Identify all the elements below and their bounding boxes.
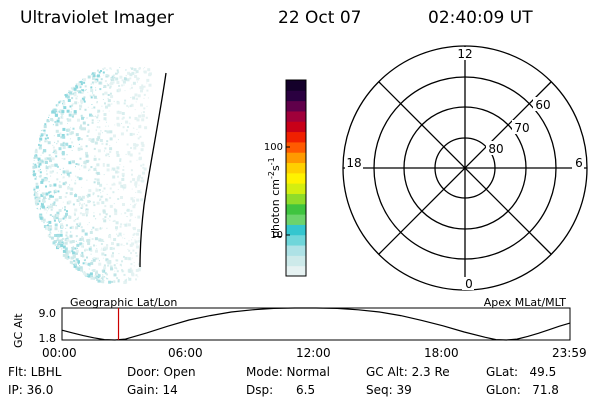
auroral-image xyxy=(32,67,167,284)
colorbar: photon cm-2s-1 100 10 xyxy=(264,79,307,277)
xtick-1200: 12:00 xyxy=(296,346,331,360)
colorbar-block xyxy=(286,203,306,215)
mlt-label-18: 18 xyxy=(346,156,361,170)
colorbar-block xyxy=(286,152,306,164)
seq-label: Seq: 39 xyxy=(366,383,412,397)
terminator-line xyxy=(139,72,167,268)
door-label: Door: Open xyxy=(127,365,196,379)
chart-title-left: Geographic Lat/Lon xyxy=(70,296,177,309)
colorbar-block xyxy=(286,265,306,277)
mlt-label-12: 12 xyxy=(457,47,472,61)
emission-speckle xyxy=(32,67,152,284)
ip-label: IP: 36.0 xyxy=(8,383,54,397)
gc-alt-label: GC Alt: 2.3 Re xyxy=(366,365,450,379)
xtick-0000: 00:00 xyxy=(42,346,77,360)
polar-grid: 12 18 6 0 60 70 80 xyxy=(342,45,588,291)
xtick-0600: 06:00 xyxy=(168,346,203,360)
colorbar-block xyxy=(286,162,306,174)
ytick-9: 9.0 xyxy=(39,307,57,320)
glon-label: GLon: 71.8 xyxy=(486,383,559,397)
mode-label: Mode: Normal xyxy=(246,365,330,379)
colorbar-block xyxy=(286,214,306,225)
glat-label: GLat: 49.5 xyxy=(486,365,557,379)
colorbar-block xyxy=(286,80,306,91)
colorbar-frame xyxy=(285,79,307,277)
xtick-1800: 18:00 xyxy=(424,346,459,360)
time-label: 02:40:09 UT xyxy=(428,8,533,28)
lat-label-80: 80 xyxy=(488,142,503,156)
colorbar-block xyxy=(286,224,306,236)
altitude-series-line xyxy=(61,307,571,341)
colorbar-block xyxy=(286,110,306,122)
colorbar-block xyxy=(286,234,306,246)
chart-title-right: Apex MLat/MLT xyxy=(484,296,567,309)
gain-label: Gain: 14 xyxy=(127,383,178,397)
chart-ylabel: GC Alt xyxy=(12,313,25,348)
colorbar-tick-100: 100 xyxy=(264,142,283,153)
colorbar-block xyxy=(286,131,306,143)
colorbar-block xyxy=(286,172,306,184)
colorbar-block xyxy=(286,255,306,267)
altitude-chart: Geographic Lat/Lon Apex MLat/MLT GC Alt … xyxy=(12,296,571,348)
colorbar-block xyxy=(286,100,306,112)
colorbar-block xyxy=(286,183,306,194)
colorbar-block xyxy=(286,90,306,102)
colorbar-block xyxy=(286,193,306,205)
colorbar-scale xyxy=(286,80,306,277)
colorbar-label: photon cm-2s-1 xyxy=(267,157,282,238)
instrument-title: Ultraviolet Imager xyxy=(20,8,174,28)
lat-label-70: 70 xyxy=(514,121,529,135)
mlt-label-0: 0 xyxy=(465,277,473,291)
dsp-label: Dsp: 6.5 xyxy=(246,383,316,397)
date-label: 22 Oct 07 xyxy=(278,8,362,28)
xtick-2359: 23:59 xyxy=(552,346,587,360)
colorbar-block xyxy=(286,121,306,133)
colorbar-block xyxy=(286,141,306,153)
colorbar-block xyxy=(286,245,306,256)
lat-label-60: 60 xyxy=(535,98,550,112)
filter-label: Flt: LBHL xyxy=(8,365,62,379)
ytick-1-8: 1.8 xyxy=(39,332,57,345)
mlt-label-6: 6 xyxy=(575,156,583,170)
colorbar-tick-10: 10 xyxy=(270,230,283,241)
